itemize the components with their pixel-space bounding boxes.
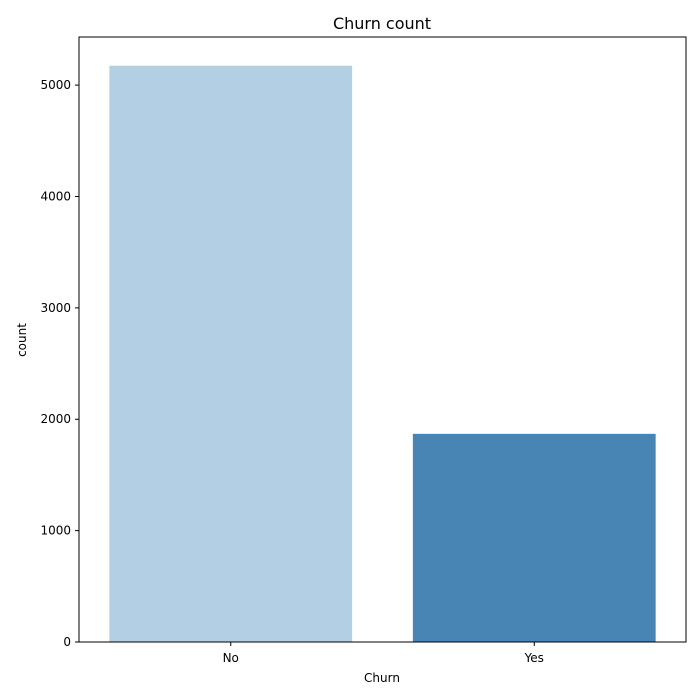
y-tick-label: 2000 [40, 412, 71, 426]
bars-group [109, 65, 656, 642]
y-tick-label: 1000 [40, 524, 71, 538]
y-axis-label: count [15, 323, 29, 357]
y-tick-label: 0 [63, 635, 71, 649]
y-tick-label: 5000 [40, 78, 71, 92]
chart-title: Churn count [333, 14, 431, 33]
x-tick-label: Yes [524, 651, 544, 665]
bar-yes [412, 433, 656, 642]
y-tick-label: 3000 [40, 301, 71, 315]
bar-no [109, 65, 353, 642]
x-axis: No Yes [223, 642, 544, 665]
y-axis: 0 1000 2000 3000 4000 5000 [40, 78, 79, 649]
x-tick-label: No [223, 651, 239, 665]
y-tick-label: 4000 [40, 189, 71, 203]
x-axis-label: Churn [364, 671, 400, 685]
plot-frame [78, 36, 687, 643]
